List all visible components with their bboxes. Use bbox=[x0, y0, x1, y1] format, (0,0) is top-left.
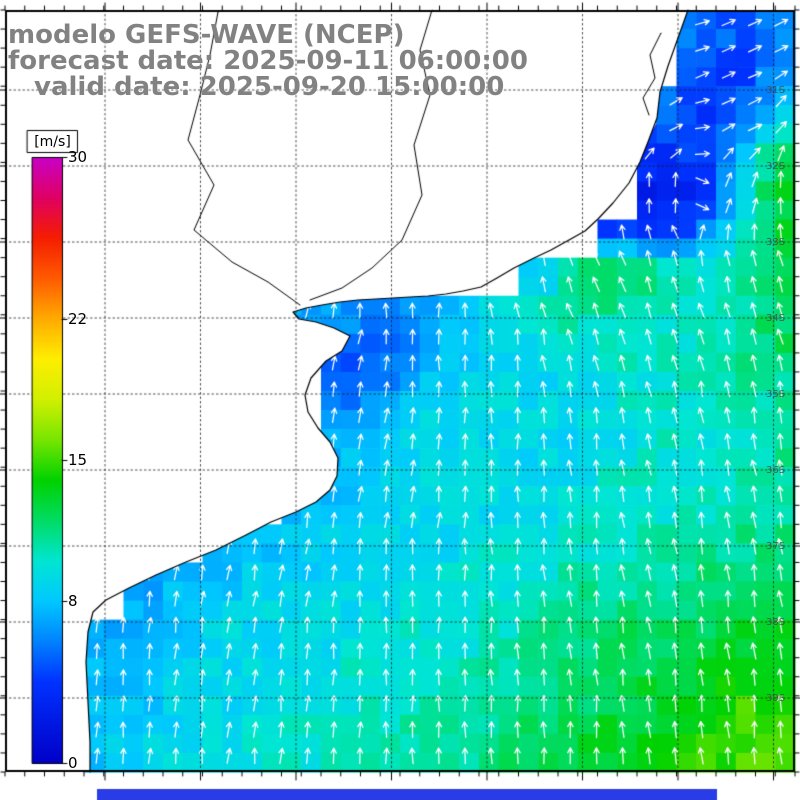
colorbar-unit-label: [m/s] bbox=[34, 134, 71, 150]
colorbar-tick-label: 30 bbox=[68, 148, 88, 166]
latitude-label: 32S bbox=[766, 161, 786, 172]
valid-date-label: valid date: 2025-09-20 15:00:00 bbox=[34, 72, 505, 102]
latitude-label: 34S bbox=[766, 313, 786, 324]
colorbar-tick-label: 22 bbox=[68, 309, 88, 328]
latitude-label: 39S bbox=[766, 693, 786, 704]
latitude-label: 35S bbox=[766, 389, 786, 400]
latitude-label: 33S bbox=[766, 237, 786, 248]
colorbar-tick-label: 0 bbox=[68, 754, 78, 772]
latitude-label: 36S bbox=[766, 465, 786, 476]
colorbar-tick-label: 8 bbox=[68, 592, 78, 611]
latitude-label: 37S bbox=[766, 541, 786, 552]
model-title: modelo GEFS-WAVE (NCEP) bbox=[8, 20, 405, 50]
forecast-date-label: forecast date: 2025-09-11 06:00:00 bbox=[8, 46, 528, 76]
latitude-label: 31S bbox=[766, 85, 786, 96]
latitude-label: 38S bbox=[766, 617, 786, 628]
colorbar-tick-label: 15 bbox=[68, 451, 88, 469]
